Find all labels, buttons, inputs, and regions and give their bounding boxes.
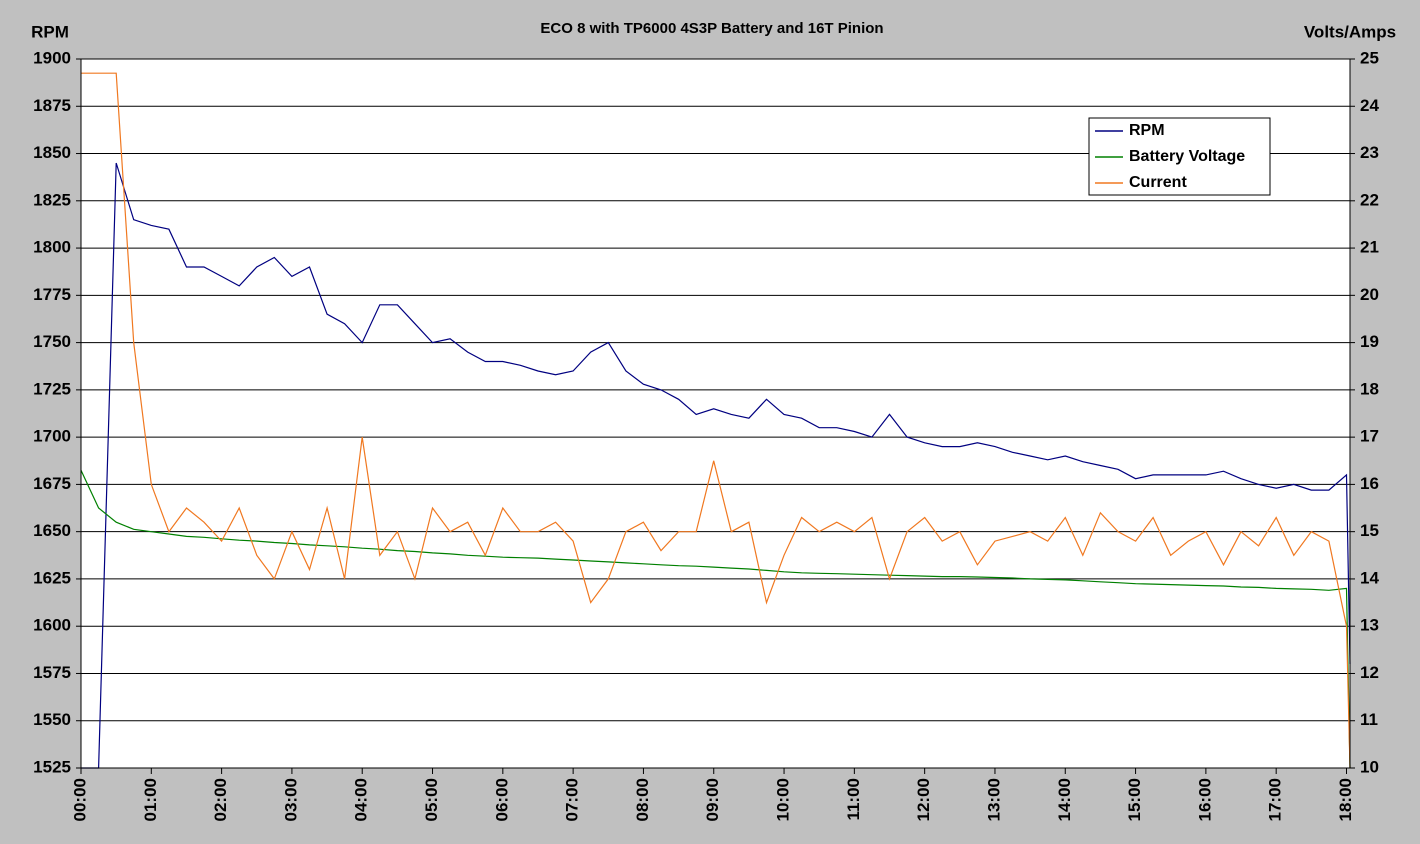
x-tick-label: 16:00 xyxy=(1195,778,1214,821)
series-line xyxy=(81,162,1351,769)
x-tick-label: 07:00 xyxy=(563,778,582,821)
y2-tick-label: 22 xyxy=(1360,190,1379,209)
legend-label: RPM xyxy=(1129,122,1165,139)
y2-tick-label: 24 xyxy=(1360,96,1379,115)
x-tick-label: 00:00 xyxy=(70,778,89,821)
y-tick-label: 1800 xyxy=(33,238,71,257)
x-tick-label: 12:00 xyxy=(914,778,933,821)
y2-tick-label: 20 xyxy=(1360,285,1379,304)
y-tick-label: 1525 xyxy=(33,757,71,776)
y-tick-label: 1675 xyxy=(33,474,71,493)
y-tick-label: 1575 xyxy=(33,663,71,682)
y2-tick-label: 17 xyxy=(1360,427,1379,446)
x-tick-label: 09:00 xyxy=(703,778,722,821)
lines xyxy=(80,72,1351,769)
y-tick-label: 1725 xyxy=(33,379,71,398)
x-tick-label: 04:00 xyxy=(352,778,371,821)
y2-tick-label: 18 xyxy=(1360,379,1379,398)
y2-tick-label: 19 xyxy=(1360,332,1379,351)
y-tick-label: 1750 xyxy=(33,332,71,351)
x-tick-label: 03:00 xyxy=(281,778,300,821)
x-tick-label: 18:00 xyxy=(1336,778,1355,821)
y-tick-label: 1650 xyxy=(33,521,71,540)
x-tick-label: 10:00 xyxy=(774,778,793,821)
y2-tick-label: 21 xyxy=(1360,238,1379,257)
x-tick-label: 15:00 xyxy=(1125,778,1144,821)
chart-title: ECO 8 with TP6000 4S3P Battery and 16T P… xyxy=(540,20,883,37)
y-tick-label: 1625 xyxy=(33,568,71,587)
y2-tick-label: 14 xyxy=(1360,568,1379,587)
y2-axis-label: Volts/Amps xyxy=(1304,22,1396,41)
x-tick-label: 14:00 xyxy=(1055,778,1074,821)
x-tick-label: 02:00 xyxy=(211,778,230,821)
x-tick-label: 13:00 xyxy=(984,778,1003,821)
legend-label: Battery Voltage xyxy=(1129,148,1245,165)
y2-tick-label: 15 xyxy=(1360,521,1379,540)
y2-tick-label: 25 xyxy=(1360,48,1379,67)
y2-tick-label: 23 xyxy=(1360,143,1379,162)
x-tick-label: 11:00 xyxy=(844,778,863,821)
x-tick-label: 06:00 xyxy=(492,778,511,821)
y2-tick-label: 11 xyxy=(1360,710,1378,729)
y2-tick-label: 12 xyxy=(1360,663,1379,682)
y-tick-label: 1550 xyxy=(33,710,71,729)
x-tick-label: 08:00 xyxy=(633,778,652,821)
y-tick-label: 1600 xyxy=(33,616,71,635)
x-tick-label: 17:00 xyxy=(1266,778,1285,821)
y-tick-label: 1850 xyxy=(33,143,71,162)
y-tick-label: 1900 xyxy=(33,48,71,67)
series-line xyxy=(81,72,1351,769)
x-tick-label: 05:00 xyxy=(422,778,441,821)
y2-tick-label: 10 xyxy=(1360,757,1379,776)
y2-tick-label: 16 xyxy=(1360,474,1379,493)
y-tick-label: 1700 xyxy=(33,427,71,446)
x-tick-label: 01:00 xyxy=(141,778,160,821)
y-tick-label: 1875 xyxy=(33,96,71,115)
legend-label: Current xyxy=(1129,174,1187,191)
y-axis-label: RPM xyxy=(31,22,69,41)
y-tick-label: 1775 xyxy=(33,285,71,304)
series-line xyxy=(80,469,1351,769)
y-tick-label: 1825 xyxy=(33,190,71,209)
y2-tick-label: 13 xyxy=(1360,616,1379,635)
